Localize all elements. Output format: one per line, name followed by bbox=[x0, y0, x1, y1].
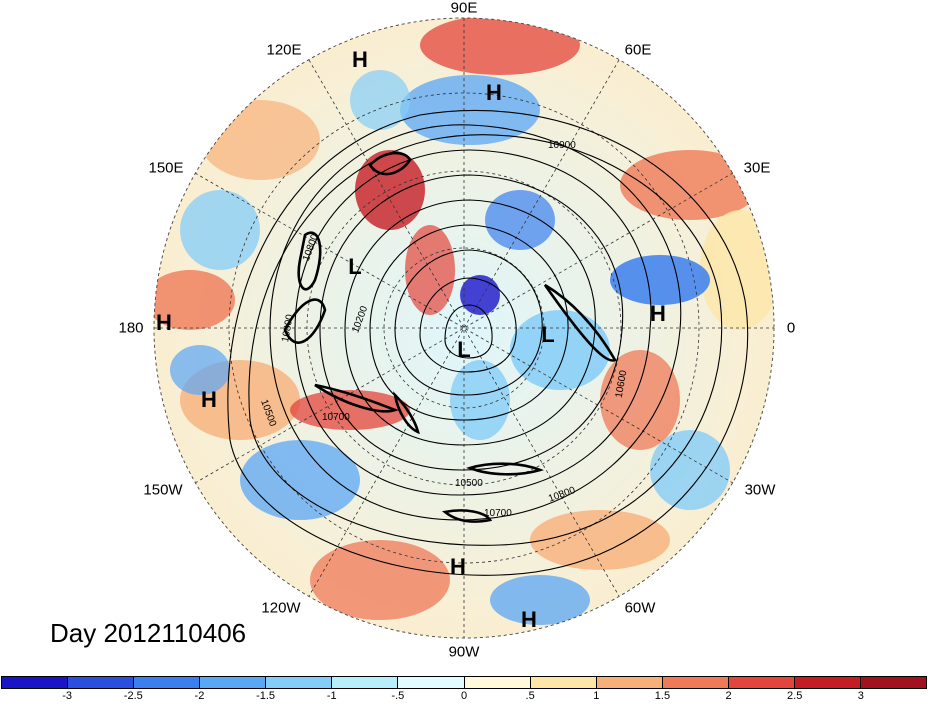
colorbar-cell bbox=[2, 677, 69, 688]
high-pressure-marker: H bbox=[352, 47, 368, 72]
date-label: Day 2012110406 bbox=[50, 618, 247, 648]
map-boundary bbox=[153, 17, 775, 639]
colorbar-cell bbox=[662, 677, 729, 688]
colorbar-tick-label: 1.5 bbox=[654, 690, 671, 702]
low-pressure-marker: L bbox=[457, 337, 471, 362]
lon-label-90w: 90W bbox=[448, 643, 480, 661]
colorbar-cell bbox=[134, 677, 201, 688]
colorbar-tick-label: 0 bbox=[460, 690, 468, 702]
colorbar-cell bbox=[464, 677, 531, 688]
lon-label-60w: 60W bbox=[624, 599, 656, 617]
high-pressure-marker: H bbox=[156, 310, 172, 335]
lon-label-30e: 30E bbox=[743, 159, 771, 177]
colorbar-cell bbox=[596, 677, 663, 688]
colorbar-tick-label: 2.5 bbox=[787, 690, 803, 702]
colorbar bbox=[1, 676, 927, 689]
contour-label: 10500 bbox=[455, 478, 483, 489]
lon-label-120w: 120W bbox=[261, 599, 301, 617]
colorbar-tick-label: -1 bbox=[326, 690, 337, 702]
graticule bbox=[153, 17, 775, 639]
contour-label: 10800 bbox=[280, 313, 296, 343]
colorbar-cell bbox=[332, 677, 399, 688]
high-pressure-marker: H bbox=[486, 80, 502, 105]
high-pressure-marker: H bbox=[201, 387, 217, 412]
contour-label: 10900 bbox=[548, 140, 576, 151]
colorbar-tick-label: -1.5 bbox=[256, 690, 276, 702]
contour-label: 10600 bbox=[614, 369, 630, 399]
lon-label-150e: 150E bbox=[148, 159, 184, 177]
colorbar-tick-label: -2.5 bbox=[123, 690, 143, 702]
lon-label-60e: 60E bbox=[624, 41, 652, 59]
low-pressure-marker: L bbox=[541, 322, 555, 347]
lon-label-120e: 120E bbox=[266, 41, 302, 59]
colorbar-tick-label: 2 bbox=[725, 690, 732, 702]
colorbar-tick-label: .5 bbox=[525, 690, 535, 702]
contour-label: 10700 bbox=[484, 508, 512, 519]
low-pressure-marker: L bbox=[348, 254, 362, 279]
colorbar-tick-label: -.5 bbox=[391, 690, 405, 702]
lon-label-0: 0 bbox=[786, 319, 796, 337]
high-pressure-marker: H bbox=[450, 554, 466, 579]
colorbar-cell bbox=[68, 677, 135, 688]
colorbar-cell bbox=[794, 677, 862, 688]
colorbar-cell bbox=[530, 677, 597, 688]
colorbar-cell bbox=[398, 677, 465, 688]
high-pressure-marker: H bbox=[521, 607, 537, 632]
lon-label-90e: 90E bbox=[450, 0, 478, 17]
lon-label-180: 180 bbox=[118, 319, 144, 337]
colorbar-tick-label: 1 bbox=[593, 690, 600, 702]
lon-label-30w: 30W bbox=[744, 481, 776, 499]
jet-streak-contours bbox=[283, 151, 617, 523]
lon-label-150w: 150W bbox=[143, 481, 183, 499]
colorbar-cell bbox=[728, 677, 795, 688]
colorbar-tick-label: -2 bbox=[194, 690, 205, 702]
colorbar-cell bbox=[200, 677, 267, 688]
colorbar-cell bbox=[861, 677, 927, 688]
colorbar-tick-label: -3 bbox=[62, 690, 73, 702]
high-pressure-marker: H bbox=[650, 301, 666, 326]
colorbar-cell bbox=[266, 677, 333, 688]
contour-label: 10700 bbox=[322, 412, 350, 423]
colorbar-tick-label: 3 bbox=[857, 690, 864, 702]
